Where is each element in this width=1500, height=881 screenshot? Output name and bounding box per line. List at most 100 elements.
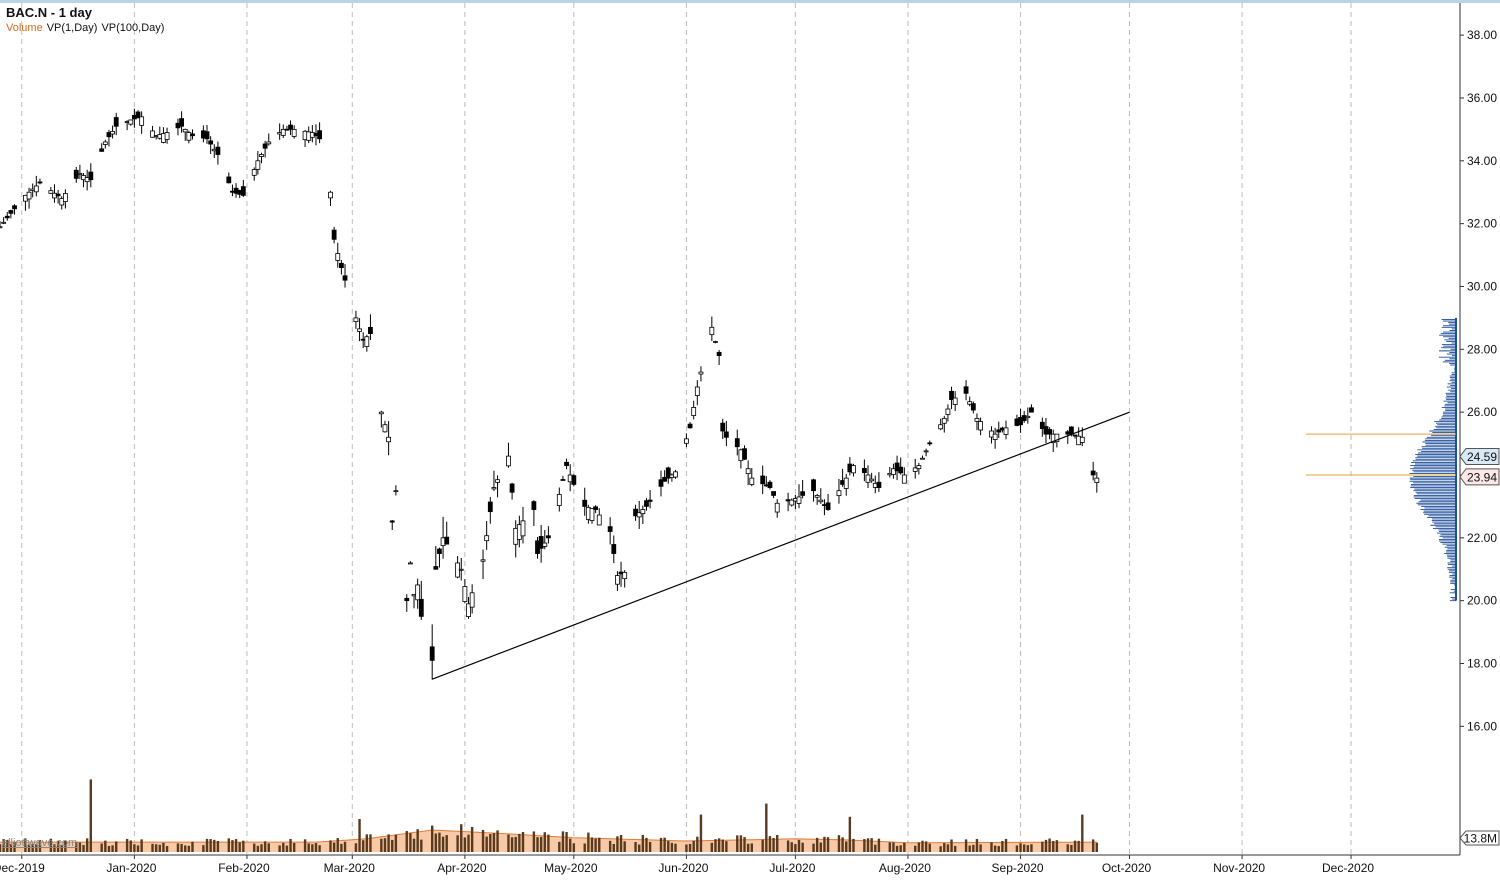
candle[interactable]: [542, 542, 548, 547]
candle[interactable]: [644, 500, 649, 507]
candle[interactable]: [952, 397, 958, 405]
candle[interactable]: [1021, 415, 1027, 421]
candle[interactable]: [760, 475, 766, 485]
candle[interactable]: [1054, 433, 1060, 443]
candle[interactable]: [164, 132, 170, 140]
indicator-vp-100-day[interactable]: VP(100,Day): [101, 22, 165, 34]
candle[interactable]: [709, 326, 715, 336]
candle[interactable]: [480, 559, 486, 562]
candle[interactable]: [1025, 415, 1031, 419]
candle[interactable]: [415, 584, 421, 601]
candle[interactable]: [694, 386, 700, 396]
candle[interactable]: [607, 526, 613, 532]
candle[interactable]: [967, 401, 973, 405]
candle[interactable]: [615, 575, 620, 585]
candle[interactable]: [37, 181, 43, 184]
candle[interactable]: [684, 438, 689, 444]
candle[interactable]: [190, 133, 195, 137]
candle[interactable]: [55, 193, 61, 197]
symbol-title[interactable]: BAC.N - 1 day: [6, 5, 92, 20]
candle[interactable]: [429, 646, 435, 661]
candle[interactable]: [466, 603, 471, 618]
indicator-vp-1-day[interactable]: VP(1,Day): [46, 22, 98, 34]
candle[interactable]: [927, 442, 933, 445]
candle[interactable]: [1090, 470, 1096, 476]
candle[interactable]: [208, 140, 214, 145]
candle[interactable]: [182, 128, 188, 133]
candle[interactable]: [407, 562, 413, 565]
candle[interactable]: [139, 116, 145, 126]
candle[interactable]: [179, 118, 184, 127]
candle[interactable]: [444, 536, 450, 545]
candle[interactable]: [328, 191, 333, 199]
candle[interactable]: [865, 474, 871, 483]
candle[interactable]: [978, 421, 983, 431]
candle[interactable]: [102, 141, 108, 145]
candle[interactable]: [789, 499, 795, 506]
candle[interactable]: [48, 190, 54, 194]
candle[interactable]: [687, 423, 693, 429]
candle[interactable]: [495, 479, 500, 483]
candle[interactable]: [923, 450, 929, 453]
candle[interactable]: [88, 171, 94, 181]
candle[interactable]: [611, 544, 617, 554]
candle[interactable]: [716, 351, 722, 356]
candle[interactable]: [226, 176, 232, 184]
candle[interactable]: [62, 193, 68, 202]
candle[interactable]: [288, 124, 293, 130]
candle[interactable]: [941, 418, 947, 424]
candle[interactable]: [749, 477, 755, 485]
candle[interactable]: [280, 128, 286, 136]
candle[interactable]: [386, 436, 392, 443]
candle[interactable]: [811, 479, 816, 492]
candle[interactable]: [945, 408, 951, 415]
candle[interactable]: [876, 481, 882, 488]
candle[interactable]: [393, 490, 399, 493]
candle[interactable]: [378, 411, 384, 415]
candle[interactable]: [912, 467, 918, 472]
candle[interactable]: [317, 130, 323, 140]
candle[interactable]: [970, 403, 976, 411]
indicator-volume[interactable]: Volume: [6, 22, 43, 34]
candle[interactable]: [1094, 477, 1100, 483]
candle[interactable]: [33, 185, 39, 193]
candle[interactable]: [861, 468, 867, 474]
candle[interactable]: [484, 535, 490, 542]
candle[interactable]: [851, 465, 856, 474]
candle[interactable]: [920, 457, 925, 460]
candle[interactable]: [509, 483, 515, 493]
candle[interactable]: [1072, 434, 1078, 437]
candle[interactable]: [437, 548, 442, 554]
candle[interactable]: [647, 499, 653, 502]
candle[interactable]: [404, 597, 410, 602]
candle[interactable]: [368, 326, 373, 335]
candle[interactable]: [1018, 417, 1023, 426]
support-trendline[interactable]: [431, 411, 1130, 680]
candle[interactable]: [186, 132, 192, 141]
candle[interactable]: [1079, 436, 1085, 443]
candle[interactable]: [723, 431, 729, 438]
candle[interactable]: [4, 215, 10, 219]
candle[interactable]: [1068, 426, 1074, 435]
candle[interactable]: [898, 466, 904, 474]
candle[interactable]: [240, 186, 246, 196]
candle[interactable]: [266, 141, 272, 145]
candle[interactable]: [462, 586, 468, 602]
candle[interactable]: [901, 474, 907, 484]
candle[interactable]: [564, 461, 569, 466]
candle[interactable]: [259, 154, 264, 157]
candle[interactable]: [135, 111, 141, 119]
candle[interactable]: [698, 371, 704, 375]
candle[interactable]: [745, 468, 751, 474]
candle[interactable]: [673, 471, 678, 478]
candle[interactable]: [720, 422, 726, 432]
candle[interactable]: [1, 221, 7, 224]
candle[interactable]: [938, 424, 944, 430]
candle[interactable]: [556, 494, 562, 506]
candle[interactable]: [916, 465, 922, 469]
candle[interactable]: [996, 429, 1002, 433]
candle[interactable]: [255, 160, 261, 170]
candle[interactable]: [774, 502, 780, 513]
